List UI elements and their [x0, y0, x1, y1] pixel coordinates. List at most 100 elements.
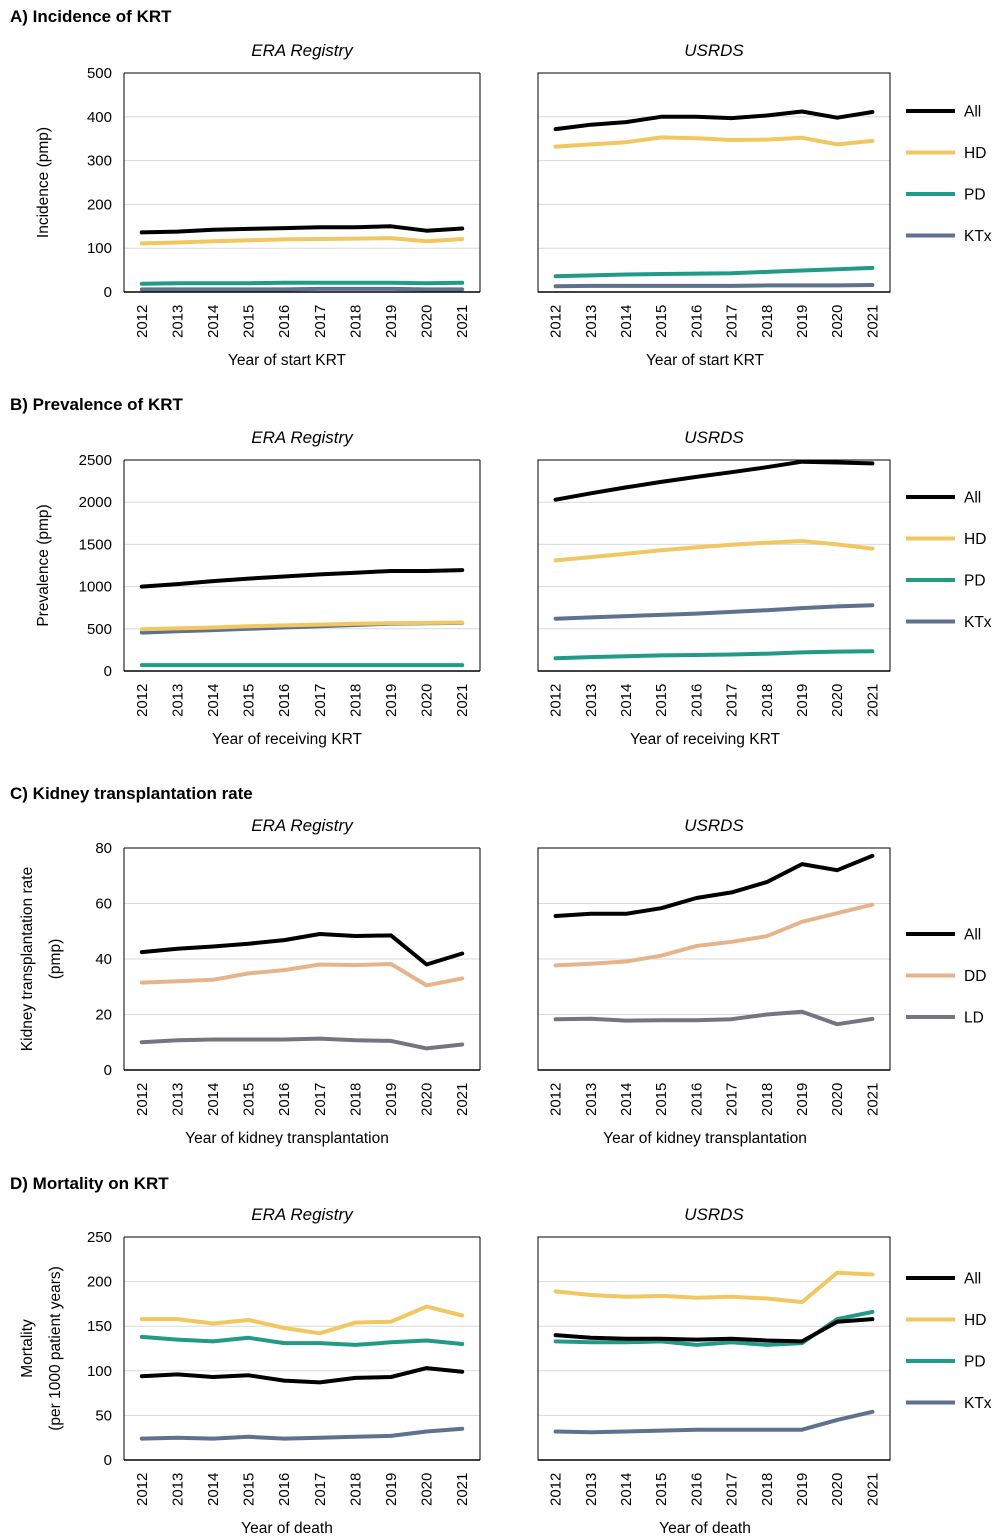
x-tick-label: 2019 [794, 305, 811, 338]
x-tick-label: 2017 [724, 1083, 741, 1116]
x-tick-label: 2016 [276, 1473, 293, 1506]
legend-label: LD [964, 1010, 984, 1027]
y-axis-label: (per 1000 patient years) [47, 1266, 64, 1431]
era-registry-chart: ERA Registry 0 500 1000 1500 2000 2500 2012 2013… [79, 428, 481, 748]
legend-label: All [964, 104, 981, 121]
x-tick-label: 2012 [548, 1473, 565, 1506]
series-line-hd [553, 539, 875, 563]
series-line-hd [553, 135, 875, 149]
chart-title: USRDS [684, 816, 744, 835]
x-tick-label: 2018 [347, 684, 364, 717]
x-tick-label: 2015 [241, 1473, 258, 1506]
plot-frame [537, 1236, 891, 1461]
x-tick-label: 2018 [759, 1473, 776, 1506]
series-line-dd [139, 962, 465, 988]
y-tick-label: 1000 [79, 579, 112, 596]
x-tick-label: 2017 [724, 305, 741, 338]
era-registry-chart: ERA Registry 0 100 200 300 400 500 2012 2013 2014… [87, 41, 481, 369]
x-tick-label: 2021 [454, 1083, 471, 1116]
chart-title: USRDS [684, 428, 744, 447]
legend-label: KTx [964, 228, 992, 245]
usrds-chart: USRDS 2012 2013 2014 2015 2016 2017 2018 2019 202… [537, 1205, 891, 1537]
x-tick-label: 2019 [383, 1083, 400, 1116]
x-tick-label: 2019 [794, 1473, 811, 1506]
y-tick-label: 20 [95, 1007, 112, 1024]
x-tick-label: 2021 [864, 684, 881, 717]
series-line-ktx [139, 286, 465, 292]
era-registry-chart: ERA Registry 0 50 100 150 200 250 2012 2013 2014 2… [87, 1205, 481, 1537]
series-line-all [139, 224, 465, 235]
x-tick-label: 2017 [724, 684, 741, 717]
x-tick-label: 2018 [759, 305, 776, 338]
x-tick-label: 2014 [618, 1473, 635, 1506]
x-tick-label: 2019 [383, 1473, 400, 1506]
y-tick-label: 80 [95, 840, 112, 857]
series-line-ld [553, 1009, 875, 1027]
y-tick-label: 0 [104, 1062, 112, 1079]
series-line-all [139, 1366, 465, 1385]
series-line-ktx [553, 283, 875, 289]
series-line-hd [139, 620, 465, 632]
x-tick-label: 2019 [794, 1083, 811, 1116]
x-tick-label: 2017 [312, 684, 329, 717]
x-tick-label: 2018 [347, 1473, 364, 1506]
x-tick-label: 2016 [276, 1083, 293, 1116]
x-tick-label: 2019 [383, 305, 400, 338]
y-tick-label: 1500 [79, 536, 112, 553]
y-tick-label: 50 [95, 1407, 112, 1424]
x-tick-label: 2020 [829, 1083, 846, 1116]
x-tick-label: 2015 [653, 684, 670, 717]
x-tick-label: 2014 [205, 1473, 222, 1506]
series-line-ktx [139, 1426, 465, 1441]
x-tick-label: 2013 [169, 1473, 186, 1506]
series-line-all [139, 932, 465, 967]
y-tick-label: 500 [87, 65, 112, 82]
y-tick-label: 2500 [79, 452, 112, 469]
x-tick-label: 2021 [864, 1083, 881, 1116]
series-line-pd [139, 280, 465, 286]
era-registry-chart: ERA Registry 0 20 40 60 80 2012 2013 2014 2015 201… [95, 816, 481, 1147]
legend-label: PD [964, 187, 986, 204]
x-tick-label: 2020 [829, 684, 846, 717]
x-tick-label: 2012 [548, 684, 565, 717]
panel-label: A) Incidence of KRT [10, 7, 172, 26]
x-axis-label: Year of receiving KRT [630, 731, 780, 748]
series-line-pd [553, 265, 875, 279]
x-tick-label: 2013 [169, 1083, 186, 1116]
x-tick-label: 2015 [653, 1473, 670, 1506]
x-tick-label: 2017 [312, 305, 329, 338]
x-tick-label: 2013 [583, 684, 600, 717]
x-tick-label: 2019 [383, 684, 400, 717]
y-tick-label: 300 [87, 153, 112, 170]
x-tick-label: 2020 [419, 1083, 436, 1116]
y-tick-label: 40 [95, 951, 112, 968]
x-tick-label: 2021 [454, 305, 471, 338]
x-tick-label: 2015 [653, 1083, 670, 1116]
x-tick-label: 2016 [688, 1473, 705, 1506]
panel-label: B) Prevalence of KRT [10, 395, 183, 414]
x-tick-label: 2014 [618, 305, 635, 338]
x-tick-label: 2021 [454, 1473, 471, 1506]
legend-label: PD [964, 1354, 986, 1371]
x-tick-label: 2015 [653, 305, 670, 338]
x-tick-label: 2015 [241, 684, 258, 717]
chart-title: USRDS [684, 1205, 744, 1224]
x-axis-label: Year of kidney transplantation [603, 1130, 807, 1147]
x-tick-label: 2014 [205, 305, 222, 338]
x-tick-label: 2018 [347, 305, 364, 338]
x-tick-label: 2020 [419, 305, 436, 338]
chart-title: ERA Registry [251, 816, 354, 835]
legend-label: All [964, 490, 981, 507]
x-tick-label: 2013 [583, 1473, 600, 1506]
x-axis-label: Year of start KRT [646, 352, 765, 369]
series-line-hd [553, 1270, 875, 1305]
usrds-chart: USRDS 2012 2013 2014 2015 2016 2017 2018 2019 202… [537, 41, 891, 369]
y-tick-label: 400 [87, 109, 112, 126]
x-axis-label: Year of kidney transplantation [185, 1130, 389, 1147]
y-tick-label: 100 [87, 1363, 112, 1380]
x-tick-label: 2012 [134, 1083, 151, 1116]
usrds-chart: USRDS 2012 2013 2014 2015 2016 2017 2018 2019 202… [537, 428, 891, 748]
plot-frame [537, 72, 891, 293]
legend-label: HD [964, 145, 986, 162]
legend-label: KTx [964, 1395, 992, 1412]
